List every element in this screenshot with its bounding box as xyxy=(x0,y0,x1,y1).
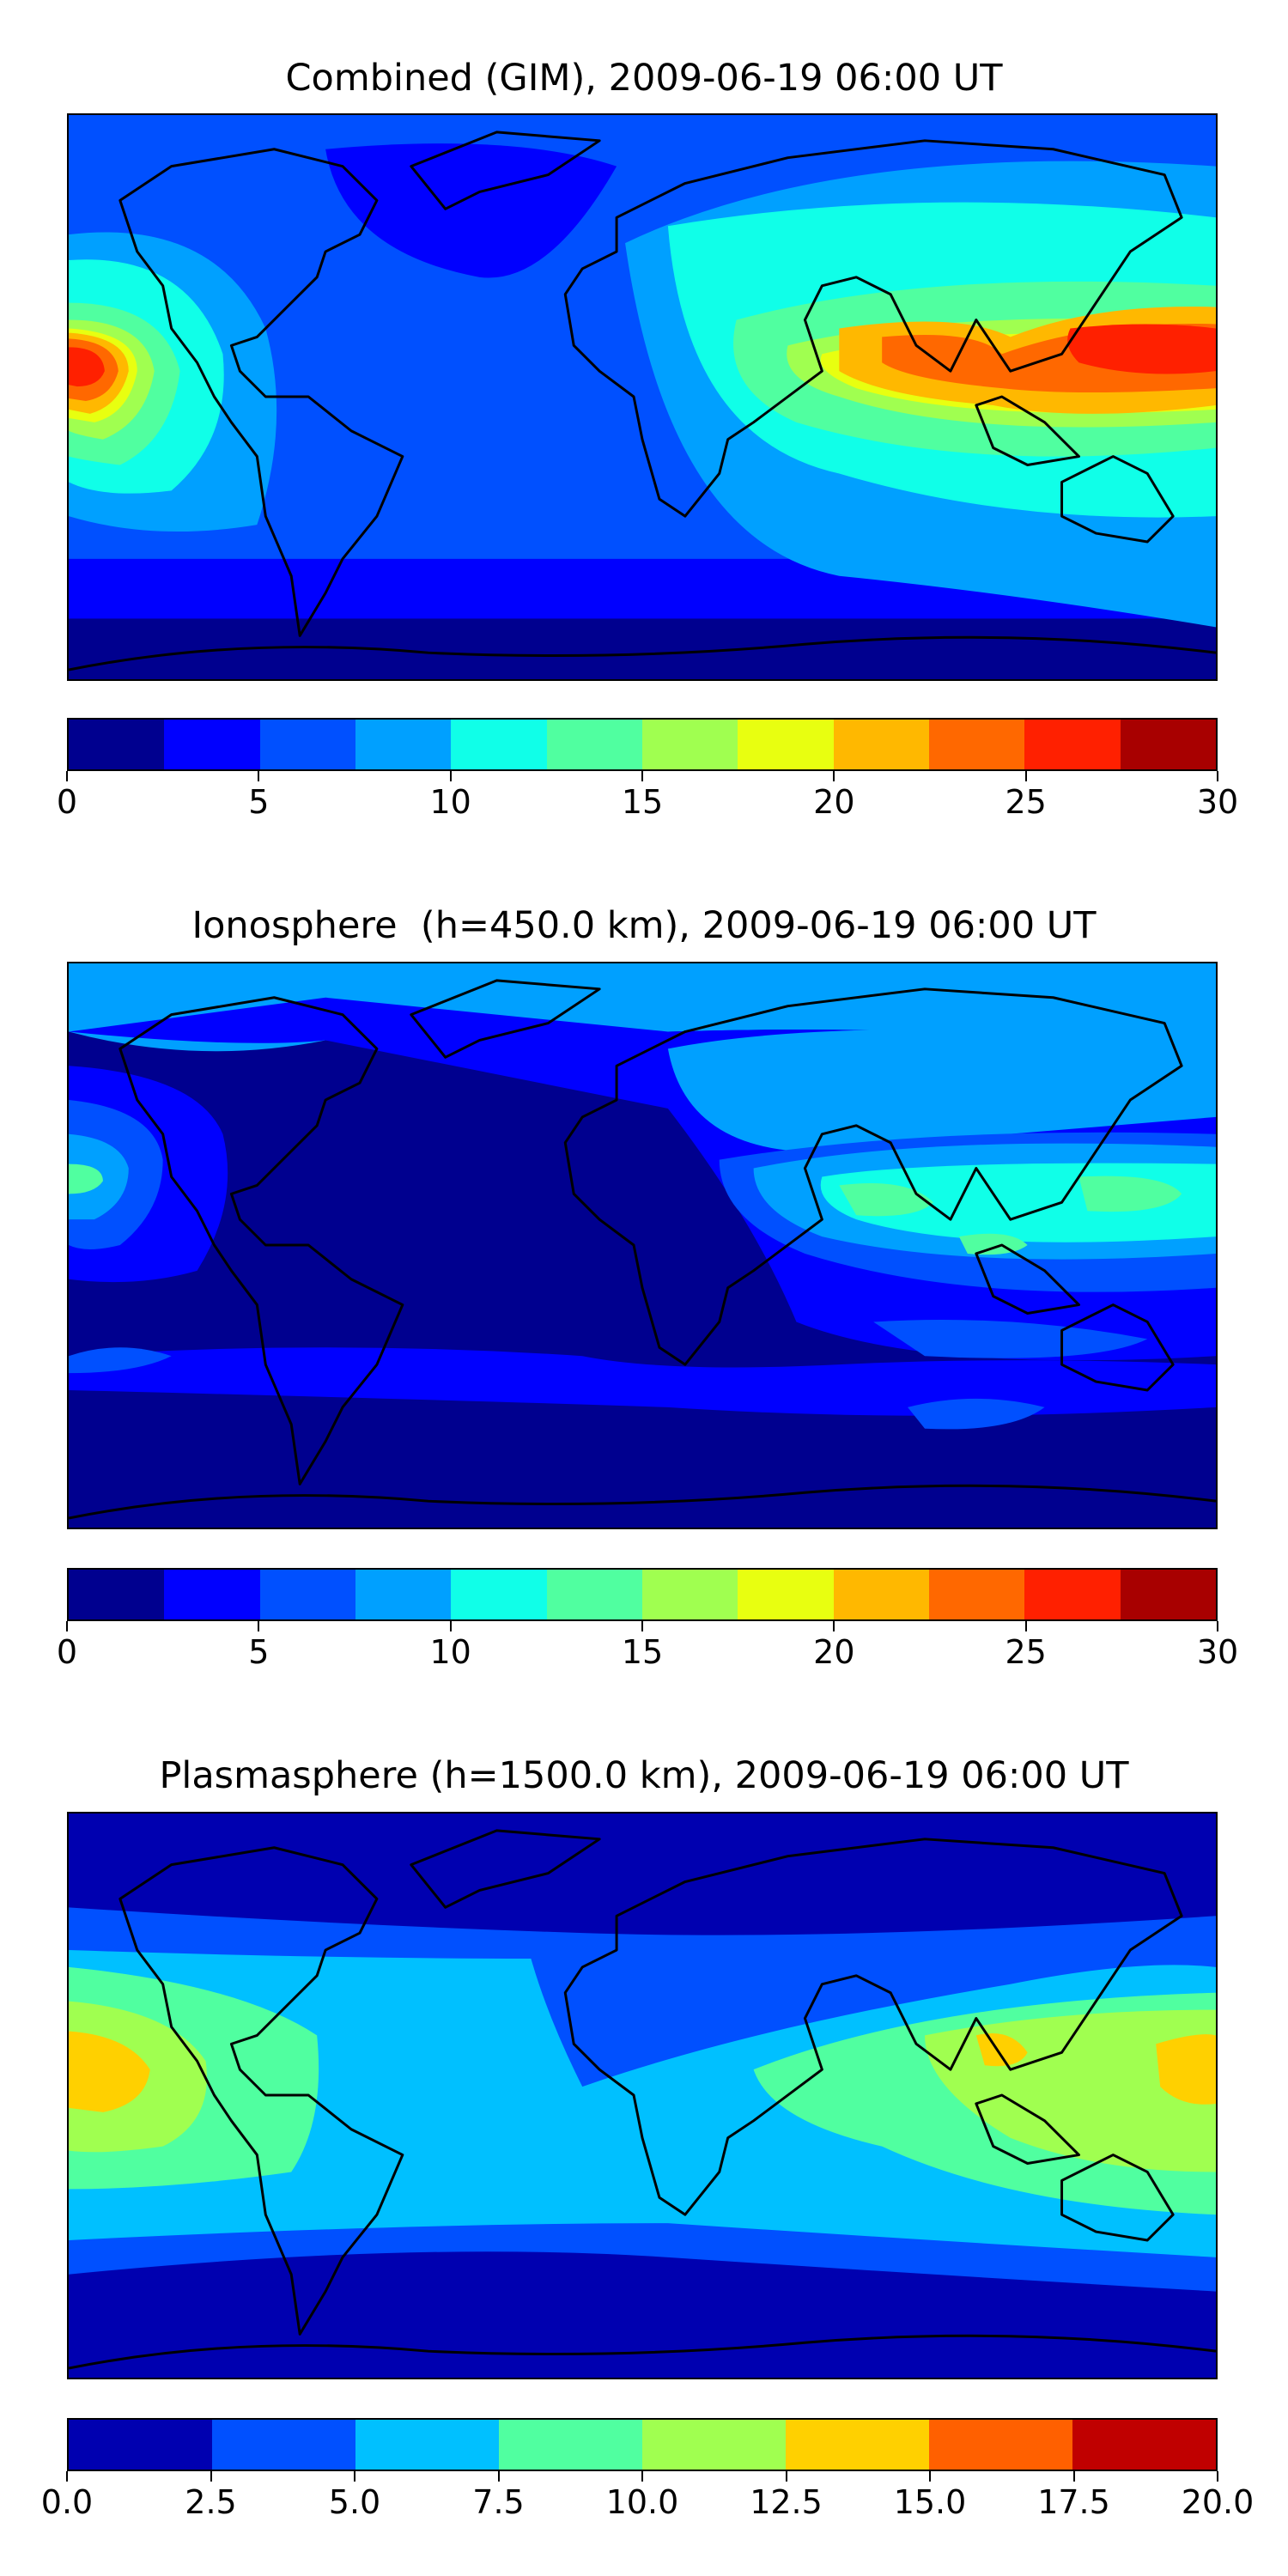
colorbar-tick-label: 15.0 xyxy=(893,2483,967,2521)
colorbar-tick-label: 30 xyxy=(1196,1633,1239,1671)
colorbar-tick-label: 10 xyxy=(429,783,471,821)
colorbar-tick xyxy=(1217,1621,1218,1631)
colorbar-tick xyxy=(785,2471,787,2482)
colorbar-tick-label: 0 xyxy=(56,783,78,821)
colorbar-segment xyxy=(355,2420,499,2470)
colorbar-tick-label: 25 xyxy=(1005,1633,1047,1671)
panel-title: Combined (GIM), 2009-06-19 06:00 UT xyxy=(285,57,1003,100)
colorbar-tick xyxy=(833,1621,835,1631)
colorbar-tick-label: 0 xyxy=(56,1633,78,1671)
colorbar-tick xyxy=(641,1621,643,1631)
colorbar-tick xyxy=(929,2471,931,2482)
colorbar-tick xyxy=(258,771,260,781)
colorbar-segment xyxy=(259,720,355,769)
colorbar-tick xyxy=(210,2471,212,2482)
colorbar-segment xyxy=(641,1570,738,1619)
colorbar-tick-label: 5 xyxy=(248,1633,270,1671)
panel-title: Plasmasphere (h=1500.0 km), 2009-06-19 0… xyxy=(159,1754,1129,1797)
map-svg xyxy=(69,115,1216,679)
colorbar-segment xyxy=(546,1570,642,1619)
colorbar-segment xyxy=(355,1570,452,1619)
colorbar-segment xyxy=(1024,720,1121,769)
colorbar-segment xyxy=(1072,2420,1216,2470)
colorbar-tick xyxy=(833,771,835,781)
tec-map-ionosphere xyxy=(67,962,1218,1529)
colorbar-segment xyxy=(451,720,547,769)
colorbar-segment xyxy=(1120,720,1216,769)
colorbar-tick xyxy=(641,771,643,781)
colorbar-tick-label: 20.0 xyxy=(1181,2483,1255,2521)
colorbar-tick xyxy=(449,1621,452,1631)
colorbar-segment xyxy=(738,720,834,769)
colorbar-tick-label: 2.5 xyxy=(185,2483,237,2521)
colorbar-tick-label: 10 xyxy=(429,1633,471,1671)
colorbar-tick-label: 10.0 xyxy=(605,2483,679,2521)
colorbar-segment xyxy=(451,1570,547,1619)
colorbar-segment xyxy=(69,720,165,769)
colorbar-segment xyxy=(164,1570,260,1619)
colorbar-tick-label: 15 xyxy=(621,783,664,821)
colorbar-tick xyxy=(1024,771,1027,781)
colorbar-tick xyxy=(1024,1621,1027,1631)
colorbar-tick-label: 12.5 xyxy=(750,2483,823,2521)
colorbar-segment xyxy=(69,1570,165,1619)
colorbar-tick xyxy=(66,2471,68,2482)
panel-title: Ionosphere (h=450.0 km), 2009-06-19 06:0… xyxy=(191,904,1097,947)
colorbar-plasmasphere xyxy=(67,2418,1218,2471)
colorbar-segment xyxy=(69,2420,212,2470)
colorbar-segment xyxy=(642,2420,786,2470)
colorbar-tick-label: 17.5 xyxy=(1037,2483,1110,2521)
colorbar-ionosphere xyxy=(67,1568,1218,1621)
colorbar-tick-label: 20 xyxy=(813,1633,855,1671)
colorbar-tick-label: 0.0 xyxy=(40,2483,94,2521)
colorbar-tick-label: 25 xyxy=(1005,783,1047,821)
colorbar-segment xyxy=(929,2420,1072,2470)
map-svg xyxy=(69,963,1216,1528)
colorbar-segment xyxy=(259,1570,355,1619)
tec-map-plasmasphere xyxy=(67,1812,1218,2379)
colorbar-segment xyxy=(355,720,452,769)
colorbar-segment xyxy=(499,2420,642,2470)
colorbar-segment xyxy=(928,720,1025,769)
colorbar-segment xyxy=(786,2420,929,2470)
colorbar-tick-label: 7.5 xyxy=(472,2483,525,2521)
colorbar-segment xyxy=(833,720,929,769)
colorbar-tick-label: 15 xyxy=(621,1633,664,1671)
colorbar-tick xyxy=(1217,2471,1218,2482)
colorbar-tick xyxy=(1217,771,1218,781)
colorbar-tick xyxy=(1072,2471,1075,2482)
colorbar-tick xyxy=(641,2471,643,2482)
colorbar-tick xyxy=(497,2471,500,2482)
colorbar-tick xyxy=(258,1621,260,1631)
colorbar-segment xyxy=(1120,1570,1216,1619)
colorbar-segment xyxy=(833,1570,929,1619)
colorbar-tick xyxy=(66,771,68,781)
colorbar-tick xyxy=(66,1621,68,1631)
colorbar-segment xyxy=(164,720,260,769)
tec-map-combined xyxy=(67,113,1218,681)
map-svg xyxy=(69,1814,1216,2378)
colorbar-segment xyxy=(641,720,738,769)
colorbar-segment xyxy=(738,1570,834,1619)
colorbar-segment xyxy=(212,2420,355,2470)
colorbar-segment xyxy=(546,720,642,769)
colorbar-combined xyxy=(67,718,1218,771)
colorbar-tick-label: 5.0 xyxy=(328,2483,381,2521)
colorbar-tick-label: 20 xyxy=(813,783,855,821)
colorbar-tick-label: 30 xyxy=(1196,783,1239,821)
colorbar-segment xyxy=(928,1570,1025,1619)
colorbar-segment xyxy=(1024,1570,1121,1619)
colorbar-tick xyxy=(354,2471,355,2482)
colorbar-tick-label: 5 xyxy=(248,783,270,821)
colorbar-tick xyxy=(449,771,452,781)
